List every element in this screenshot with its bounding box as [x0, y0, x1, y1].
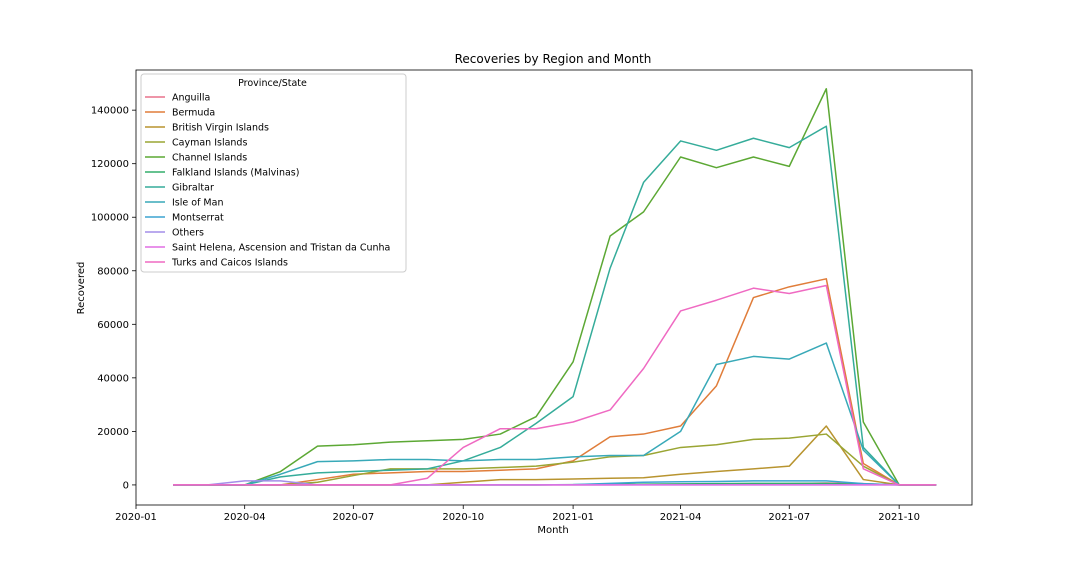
legend: Province/State Anguilla Bermuda British Vir…	[140, 73, 407, 273]
y-tick-label-0: 0	[123, 480, 129, 491]
chart-title: Recoveries by Region and Month	[455, 52, 652, 66]
series-line-3	[173, 433, 937, 486]
legend-label-2: British Virgin Islands	[172, 123, 269, 134]
x-axis: 2020-01 2020-04 2020-07 2020-10 2021-01 2021-…	[115, 505, 920, 523]
series-line-11	[173, 284, 937, 486]
x-tick-label-3: 2020-10	[442, 512, 484, 523]
plot-area	[135, 69, 973, 506]
x-tick-label-5: 2021-04	[660, 512, 702, 523]
y-tick-label-5: 100000	[91, 213, 129, 224]
x-tick-label-1: 2020-04	[224, 512, 266, 523]
legend-title: Province/State	[238, 78, 307, 89]
x-tick-label-6: 2021-07	[768, 512, 810, 523]
series-line-1	[173, 278, 937, 486]
series-line-7	[173, 342, 937, 486]
legend-box	[140, 73, 407, 273]
plot-frame	[135, 69, 973, 506]
y-axis: 0 20000 40000 60000 80000 100000 120000 140000	[91, 106, 136, 491]
x-axis-label: Month	[537, 525, 568, 536]
x-tick-label-7: 2021-10	[878, 512, 920, 523]
series-line-6	[173, 125, 937, 486]
x-tick-label-2: 2020-07	[332, 512, 374, 523]
y-tick-label-7: 140000	[91, 106, 129, 117]
y-axis-label: Recovered	[76, 262, 87, 315]
x-tick-label-4: 2021-01	[552, 512, 594, 523]
y-tick-label-1: 20000	[97, 427, 129, 438]
legend-label-6: Gibraltar	[172, 183, 214, 194]
legend-label-1: Bermuda	[172, 108, 215, 119]
series-line-4	[173, 87, 937, 486]
legend-label-3: Cayman Islands	[172, 138, 247, 149]
x-tick-label-0: 2020-01	[115, 512, 157, 523]
legend-label-5: Falkland Islands (Malvinas)	[172, 168, 299, 179]
legend-label-11: Turks and Caicos Islands	[171, 258, 288, 269]
legend-label-7: Isle of Man	[172, 198, 223, 209]
y-tick-label-4: 80000	[97, 266, 129, 277]
legend-label-0: Anguilla	[172, 93, 210, 104]
legend-label-10: Saint Helena, Ascension and Tristan da C…	[172, 243, 390, 254]
y-tick-label-3: 60000	[97, 320, 129, 331]
legend-label-9: Others	[172, 228, 204, 239]
y-tick-label-2: 40000	[97, 373, 129, 384]
legend-label-4: Channel Islands	[172, 153, 247, 164]
y-tick-label-6: 120000	[91, 159, 129, 170]
legend-label-8: Montserrat	[172, 213, 224, 224]
